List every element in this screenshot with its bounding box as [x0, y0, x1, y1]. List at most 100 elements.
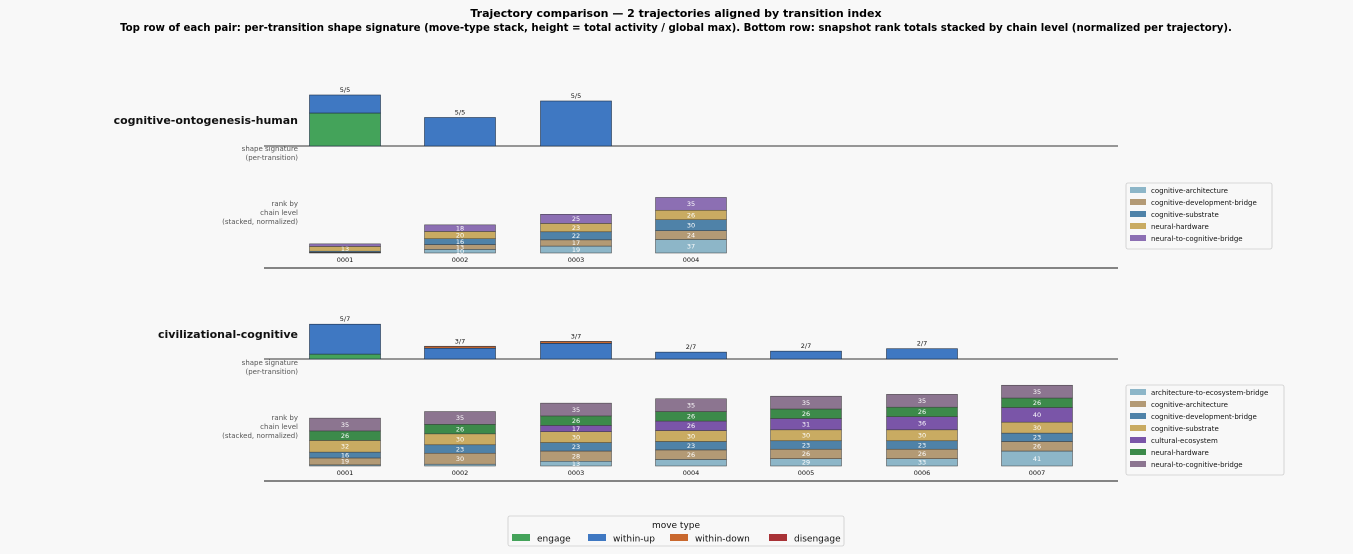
move-type-label-within-down: within-down [695, 535, 750, 545]
rank-tick-label: 0004 [683, 469, 700, 477]
legend-swatch-neural-to-cognitive-bridge [1130, 235, 1146, 241]
legend-label-cognitive-substrate: cognitive-substrate [1151, 425, 1219, 433]
shape-bar-within-up-5 [770, 350, 842, 360]
legend-label-cognitive-architecture: cognitive-architecture [1151, 401, 1228, 409]
rank-segment-label: 31 [802, 420, 810, 428]
rank-segment-label: 26 [456, 425, 464, 433]
rank-segment-neural-to-cognitive-bridge-0003 [540, 214, 612, 224]
legend-swatch-neural-hardware [1130, 449, 1146, 455]
rank-segment-label: 26 [1033, 399, 1041, 407]
shape-note-2: (per-transition) [245, 154, 298, 162]
rank-segment-label: 32 [341, 443, 349, 451]
rank-chart-2: 1916322635000130233026350002132823301726… [264, 384, 1118, 482]
rank-segment-label: 25 [572, 215, 580, 223]
rank-segment-label: 13 [456, 243, 464, 251]
rank-segment-label: 10 [456, 247, 464, 255]
shape-bar-within-up-6 [886, 348, 958, 360]
rank-tick-label: 0001 [337, 256, 354, 264]
rank-tick-label: 0001 [337, 469, 354, 477]
move-type-legend-title: move type [652, 521, 701, 531]
legend-box [1125, 182, 1273, 250]
rank-segment-label: 33 [918, 459, 926, 467]
move-type-legend: engage within-up within-down disengage [512, 534, 841, 545]
shape-bar-label: 5/5 [571, 92, 581, 100]
rank-note-2: chain level [260, 209, 298, 217]
shape-signature-chart-2: 5/7 3/7 3/7 2/7 2/7 2/7 [264, 315, 1118, 360]
rank-segment-label: 26 [687, 451, 695, 459]
shape-signature-chart-1: 5/5 5/5 5/5 [264, 86, 1118, 147]
legend-label-neural-to-cognitive-bridge: neural-to-cognitive-bridge [1151, 235, 1243, 243]
legend-swatch-cognitive-substrate [1130, 211, 1146, 217]
rank-segment-label: 23 [802, 441, 810, 449]
shape-bar-engage-1 [309, 112, 381, 147]
rank-segment-label: 30 [687, 222, 695, 230]
legend-swatch-architecture-to-ecosystem-bridge [1130, 389, 1146, 395]
rank-segment-label: 30 [456, 436, 464, 444]
rank-segment-label: 26 [687, 413, 695, 421]
rank-segment-label: 41 [1033, 455, 1041, 463]
rank-segment-label: 35 [1033, 388, 1041, 396]
rank-tick-label: 0003 [568, 256, 585, 264]
shape-bar-label: 5/7 [340, 315, 350, 323]
rank-note-1: rank by [272, 200, 298, 208]
legend-label-cultural-ecosystem: cultural-ecosystem [1151, 437, 1218, 445]
move-type-swatch-engage [512, 534, 530, 541]
shape-bar-within-up-4 [655, 351, 727, 360]
legend-swatch-cognitive-architecture [1130, 187, 1146, 193]
rank-segment-label: 30 [687, 432, 695, 440]
rank-tick-label: 0007 [1029, 469, 1046, 477]
rank-segment-label: 30 [802, 432, 810, 440]
legend-swatch-neural-hardware [1130, 223, 1146, 229]
rank-tick-label: 0005 [798, 469, 815, 477]
rank-segment-label: 16 [456, 238, 464, 246]
rank-segment-neural-to-cognitive-bridge-0001 [309, 417, 381, 432]
rank-tick-label: 0006 [914, 469, 931, 477]
rank-segment-label: 23 [918, 441, 926, 449]
shape-bar-label: 5/5 [340, 86, 350, 94]
trajectory-label-2: civilizational-cognitive [158, 328, 298, 341]
rank-segment-neural-to-cognitive-bridge-0006 [886, 394, 958, 408]
rank-segment-label: 13 [341, 245, 349, 253]
rank-segment-label: 35 [341, 421, 349, 429]
rank-segment-label: 18 [456, 224, 464, 232]
legend-box [1125, 384, 1285, 476]
legend-label-neural-hardware: neural-hardware [1151, 449, 1209, 457]
rank-segment-label: 23 [572, 443, 580, 451]
rank-segment-label: 17 [572, 425, 580, 433]
move-type-swatch-within-up [588, 534, 606, 541]
rank-segment-neural-to-cognitive-bridge-0004 [655, 197, 727, 211]
rank-segment-label: 23 [1033, 434, 1041, 442]
shape-bar-within-up-2 [424, 117, 496, 147]
rank-segment-label: 22 [572, 232, 580, 240]
rank-segment-label: 30 [1033, 424, 1041, 432]
rank-segment-label: 35 [456, 414, 464, 422]
shape-bar-within-up-2 [424, 347, 496, 360]
shape-note-3: shape signature [242, 359, 298, 367]
legend-swatch-cognitive-development-bridge [1130, 199, 1146, 205]
shape-bar-engage-1 [309, 353, 381, 360]
legend-label-cognitive-substrate: cognitive-substrate [1151, 211, 1219, 219]
rank-segment-label: 35 [687, 200, 695, 208]
rank-segment-label: 26 [802, 450, 810, 458]
rank-chart-1: 1300011013162018000219172223250003372430… [264, 197, 1118, 269]
rank-segment-architecture-to-ecosystem-bridge-0004 [655, 459, 727, 467]
shape-bar-label: 2/7 [686, 343, 696, 351]
rank-segment-label: 23 [687, 442, 695, 450]
rank-segment-label: 35 [687, 401, 695, 409]
rank-segment-label: 20 [456, 231, 464, 239]
shape-bar-within-up-3 [540, 343, 612, 360]
rank-segment-label: 26 [687, 211, 695, 219]
rank-segment-label: 26 [341, 432, 349, 440]
legend-swatch-neural-to-cognitive-bridge [1130, 461, 1146, 467]
move-type-label-within-up: within-up [613, 535, 655, 545]
shape-bar-within-down-2 [424, 345, 496, 349]
rank-tick-label: 0002 [452, 469, 469, 477]
rank-segment-label: 24 [687, 231, 695, 239]
rank-segment-label: 17 [572, 239, 580, 247]
rank-segment-neural-to-cognitive-bridge-0007 [1001, 384, 1073, 399]
legend-label-cognitive-development-bridge: cognitive-development-bridge [1151, 413, 1257, 421]
rank-note-5: chain level [260, 423, 298, 431]
shape-bar-within-up-1 [309, 323, 381, 355]
shape-note-4: (per-transition) [245, 368, 298, 376]
rank-segment-label: 26 [802, 410, 810, 418]
